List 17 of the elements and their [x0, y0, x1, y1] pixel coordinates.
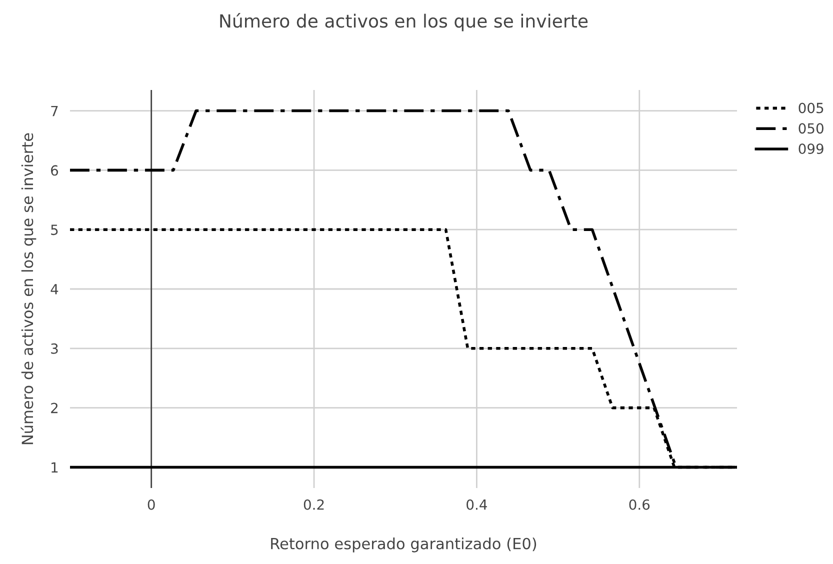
legend-label: 099 — [798, 144, 824, 154]
x-axis-title: Retorno esperado garantizado (E0) — [271, 538, 536, 552]
chart-title: Número de activos en los que se invierte — [220, 13, 588, 32]
legend-label: 005 — [798, 102, 824, 114]
legend-label: 050 — [798, 123, 824, 134]
y-tick-label: 7 — [51, 106, 58, 116]
y-axis-title: Número de activos en los que se invierte — [20, 133, 36, 444]
y-tick-label: 6 — [51, 165, 58, 176]
x-tick-label: 0.6 — [629, 499, 650, 510]
x-tick-label: 0.4 — [466, 499, 487, 510]
y-tick-label: 2 — [51, 402, 58, 414]
x-tick-label: 0 — [148, 499, 155, 510]
y-tick-label: 1 — [52, 462, 58, 472]
y-tick-label: 5 — [51, 224, 58, 236]
x-tick-label: 0.2 — [304, 499, 324, 510]
y-tick-label: 3 — [51, 343, 58, 354]
y-tick-label: 4 — [50, 284, 58, 294]
